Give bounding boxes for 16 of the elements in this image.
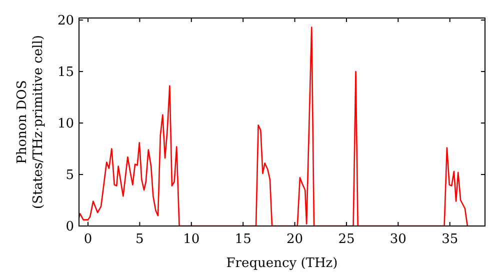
y-tick-label: 15 [57, 65, 74, 80]
line-series [79, 26, 468, 226]
x-tick-label: 20 [286, 232, 304, 247]
y-tick-label: 5 [66, 168, 74, 184]
x-tick-label: 25 [338, 232, 355, 247]
y-axis-title: Phonon DOS (States/THz·primitive cell) [15, 34, 46, 210]
x-tick-label: 30 [390, 232, 406, 247]
x-tick-label: 15 [234, 232, 252, 247]
x-tick-label: 35 [442, 232, 458, 247]
x-tick-label: 5 [136, 232, 144, 247]
x-axis-title: Frequency (THz) [226, 256, 338, 271]
y-tick-label: 20 [57, 14, 74, 29]
x-tick-label: 10 [183, 232, 200, 247]
y-tick-label: 0 [66, 220, 74, 234]
y-tick-label: 10 [57, 116, 74, 132]
x-tick-label: 0 [84, 232, 92, 247]
